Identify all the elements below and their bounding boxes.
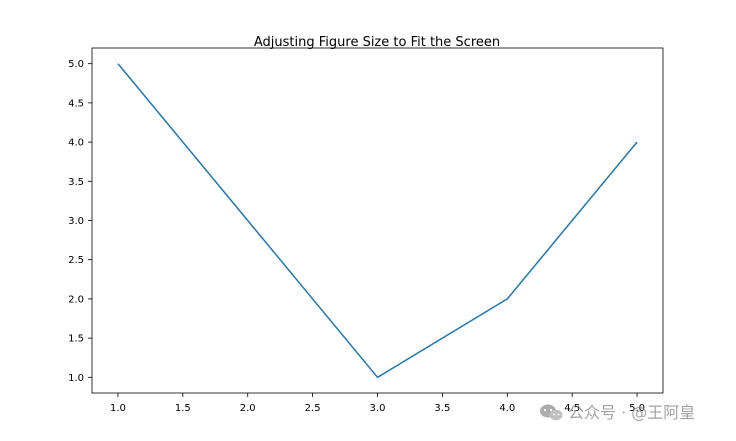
- y-tick-label: 5.0: [68, 59, 84, 70]
- plot-area: 1.0 1.5 2.0 2.5 3.0 3.5 4.0 4.5 5.0 1.0 1.5 2.0 2.5…: [68, 47, 664, 414]
- x-tick-label: 1.5: [175, 403, 191, 414]
- series-layer: [117, 63, 638, 379]
- x-tick-label: 2.5: [305, 403, 321, 414]
- x-tick-label: 1.0: [110, 403, 126, 414]
- x-tick-label: 4.5: [564, 403, 580, 414]
- y-tick-label: 3.5: [68, 177, 84, 188]
- y-tick-label: 4.0: [68, 138, 84, 149]
- y-tick-label: 3.0: [68, 216, 84, 227]
- y-tick-label: 2.0: [68, 294, 84, 305]
- y-tick-label: 2.5: [68, 255, 84, 266]
- x-tick-label: 5.0: [629, 403, 645, 414]
- x-axis-ticks: 1.0 1.5 2.0 2.5 3.0 3.5 4.0 4.5 5.0: [110, 393, 645, 414]
- x-tick-label: 3.0: [370, 403, 386, 414]
- y-tick-label: 1.5: [68, 334, 84, 345]
- chart-title: Adjusting Figure Size to Fit the Screen: [254, 35, 500, 50]
- watermark: 公众号 · @王阿皇: [540, 403, 695, 422]
- y-tick-label: 1.0: [68, 373, 84, 384]
- y-tick-label: 4.5: [68, 98, 84, 109]
- x-tick-label: 2.0: [240, 403, 256, 414]
- x-tick-label: 4.0: [499, 403, 515, 414]
- y-axis-ticks: 1.0 1.5 2.0 2.5 3.0 3.5 4.0 4.5 5.0: [68, 59, 92, 384]
- watermark-text: 公众号 · @王阿皇: [568, 403, 695, 422]
- x-tick-label: 3.5: [434, 403, 450, 414]
- wechat-icon: [540, 404, 563, 421]
